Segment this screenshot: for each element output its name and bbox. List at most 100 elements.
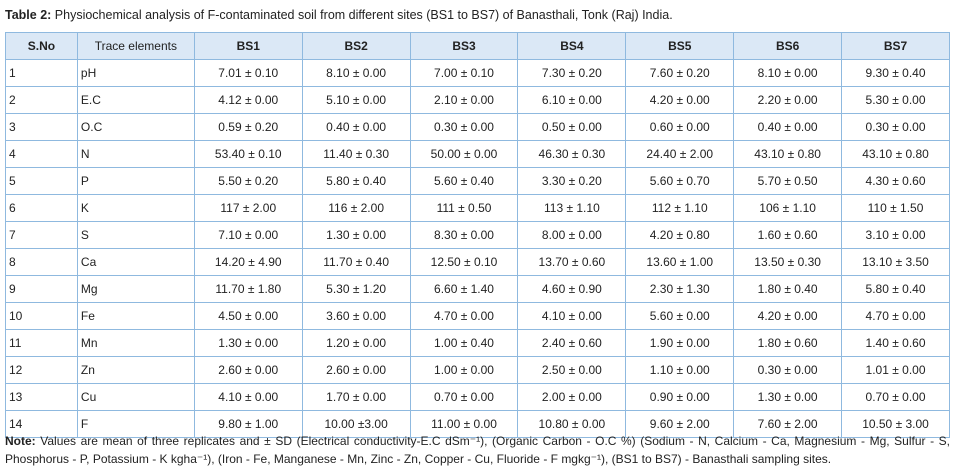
cell-value: 7.60 ± 0.20 (625, 59, 735, 87)
cell-value: 0.70 ± 0.00 (409, 383, 519, 411)
cell-value: 0.90 ± 0.00 (625, 383, 735, 411)
cell-value: 9.60 ± 2.00 (625, 410, 735, 438)
cell-value: 5.30 ± 0.00 (841, 86, 950, 114)
cell-value: 1.00 ± 0.00 (409, 356, 519, 384)
header-bs1: BS1 (193, 32, 303, 60)
cell-value: 113 ± 1.10 (517, 194, 627, 222)
header-trace-elements: Trace elements (76, 32, 195, 60)
table-row: 14 F 9.80 ± 1.00 10.00 ±3.00 11.00 ± 0.00 10.… (5, 410, 950, 438)
cell-sno: 8 (5, 248, 78, 276)
cell-value: 10.00 ±3.00 (301, 410, 411, 438)
cell-sno: 11 (5, 329, 78, 357)
cell-value: 0.40 ± 0.00 (733, 113, 843, 141)
cell-element: pH (76, 59, 195, 87)
cell-value: 2.40 ± 0.60 (517, 329, 627, 357)
cell-element: Cu (76, 383, 195, 411)
cell-value: 6.10 ± 0.00 (517, 86, 627, 114)
cell-element: S (76, 221, 195, 249)
cell-element: O.C (76, 113, 195, 141)
cell-value: 2.30 ± 1.30 (625, 275, 735, 303)
cell-element: P (76, 167, 195, 195)
table-header-row: S.No Trace elements BS1 BS2 BS3 BS4 BS5 … (5, 32, 950, 60)
cell-value: 112 ± 1.10 (625, 194, 735, 222)
table-row: 3 O.C 0.59 ± 0.20 0.40 ± 0.00 0.30 ± 0.00 0.5… (5, 113, 950, 141)
cell-value: 1.80 ± 0.40 (733, 275, 843, 303)
cell-value: 2.60 ± 0.00 (301, 356, 411, 384)
cell-value: 0.40 ± 0.00 (301, 113, 411, 141)
cell-value: 7.01 ± 0.10 (193, 59, 303, 87)
cell-value: 5.60 ± 0.40 (409, 167, 519, 195)
cell-value: 5.80 ± 0.40 (841, 275, 950, 303)
cell-value: 7.00 ± 0.10 (409, 59, 519, 87)
cell-value: 10.80 ± 0.00 (517, 410, 627, 438)
table-row: 6 K 117 ± 2.00 116 ± 2.00 111 ± 0.50 113 ± 1.… (5, 194, 950, 222)
cell-value: 1.30 ± 0.00 (301, 221, 411, 249)
cell-value: 1.90 ± 0.00 (625, 329, 735, 357)
cell-value: 5.60 ± 0.00 (625, 302, 735, 330)
cell-value: 4.20 ± 0.80 (625, 221, 735, 249)
header-bs7: BS7 (841, 32, 950, 60)
table-row: 4 N 53.40 ± 0.10 11.40 ± 0.30 50.00 ± 0.00 46… (5, 140, 950, 168)
cell-value: 0.30 ± 0.00 (733, 356, 843, 384)
cell-sno: 3 (5, 113, 78, 141)
cell-element: N (76, 140, 195, 168)
cell-value: 10.50 ± 3.00 (841, 410, 950, 438)
cell-value: 2.50 ± 0.00 (517, 356, 627, 384)
table-row: 9 Mg 11.70 ± 1.80 5.30 ± 1.20 6.60 ± 1.40 4.6… (5, 275, 950, 303)
cell-value: 0.59 ± 0.20 (193, 113, 303, 141)
cell-value: 11.70 ± 1.80 (193, 275, 303, 303)
cell-value: 43.10 ± 0.80 (733, 140, 843, 168)
cell-value: 11.40 ± 0.30 (301, 140, 411, 168)
cell-sno: 1 (5, 59, 78, 87)
cell-value: 117 ± 2.00 (193, 194, 303, 222)
cell-sno: 2 (5, 86, 78, 114)
cell-value: 4.50 ± 0.00 (193, 302, 303, 330)
header-bs3: BS3 (409, 32, 519, 60)
cell-element: Fe (76, 302, 195, 330)
cell-value: 8.30 ± 0.00 (409, 221, 519, 249)
cell-value: 1.40 ± 0.60 (841, 329, 950, 357)
header-bs5: BS5 (625, 32, 735, 60)
cell-element: Ca (76, 248, 195, 276)
cell-value: 8.10 ± 0.00 (733, 59, 843, 87)
cell-value: 1.20 ± 0.00 (301, 329, 411, 357)
cell-value: 0.60 ± 0.00 (625, 113, 735, 141)
cell-value: 4.20 ± 0.00 (733, 302, 843, 330)
cell-element: E.C (76, 86, 195, 114)
cell-sno: 9 (5, 275, 78, 303)
table-row: 8 Ca 14.20 ± 4.90 11.70 ± 0.40 12.50 ± 0.10 1… (5, 248, 950, 276)
cell-value: 50.00 ± 0.00 (409, 140, 519, 168)
cell-element: F (76, 410, 195, 438)
cell-value: 0.70 ± 0.00 (841, 383, 950, 411)
cell-value: 5.50 ± 0.20 (193, 167, 303, 195)
cell-value: 111 ± 0.50 (409, 194, 519, 222)
cell-value: 5.60 ± 0.70 (625, 167, 735, 195)
table-caption: Table 2: Physiochemical analysis of F-co… (5, 8, 673, 22)
note-text: Values are mean of three replicates and … (5, 434, 950, 466)
cell-element: Mn (76, 329, 195, 357)
header-bs4: BS4 (517, 32, 627, 60)
cell-value: 1.01 ± 0.00 (841, 356, 950, 384)
cell-value: 2.00 ± 0.00 (517, 383, 627, 411)
header-sno: S.No (5, 32, 78, 60)
cell-element: K (76, 194, 195, 222)
cell-value: 4.70 ± 0.00 (409, 302, 519, 330)
cell-value: 0.50 ± 0.00 (517, 113, 627, 141)
cell-value: 4.20 ± 0.00 (625, 86, 735, 114)
cell-value: 8.00 ± 0.00 (517, 221, 627, 249)
cell-value: 46.30 ± 0.30 (517, 140, 627, 168)
cell-value: 1.30 ± 0.00 (193, 329, 303, 357)
header-bs6: BS6 (733, 32, 843, 60)
cell-sno: 13 (5, 383, 78, 411)
cell-value: 13.50 ± 0.30 (733, 248, 843, 276)
table-row: 2 E.C 4.12 ± 0.00 5.10 ± 0.00 2.10 ± 0.00 6.1… (5, 86, 950, 114)
cell-element: Mg (76, 275, 195, 303)
cell-value: 13.70 ± 0.60 (517, 248, 627, 276)
table-row: 1 pH 7.01 ± 0.10 8.10 ± 0.00 7.00 ± 0.10 7.30… (5, 59, 950, 87)
cell-value: 14.20 ± 4.90 (193, 248, 303, 276)
cell-sno: 12 (5, 356, 78, 384)
cell-value: 5.80 ± 0.40 (301, 167, 411, 195)
cell-value: 11.00 ± 0.00 (409, 410, 519, 438)
cell-value: 4.10 ± 0.00 (517, 302, 627, 330)
cell-value: 3.30 ± 0.20 (517, 167, 627, 195)
